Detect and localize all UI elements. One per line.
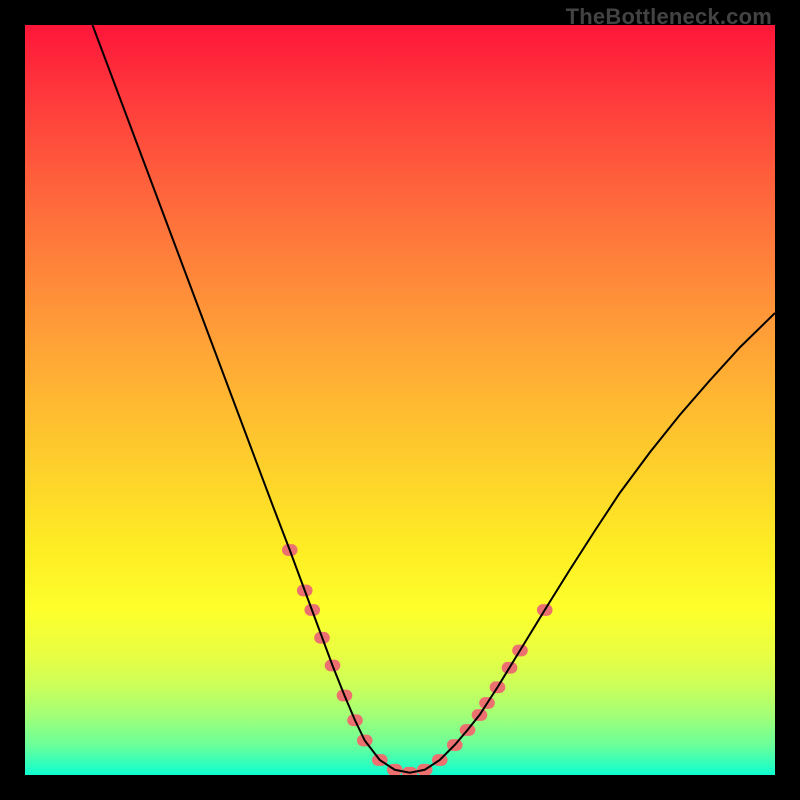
gradient-background <box>25 25 775 775</box>
chart-svg <box>25 25 775 775</box>
plot-area <box>25 25 775 775</box>
chart-frame: TheBottleneck.com <box>0 0 800 800</box>
